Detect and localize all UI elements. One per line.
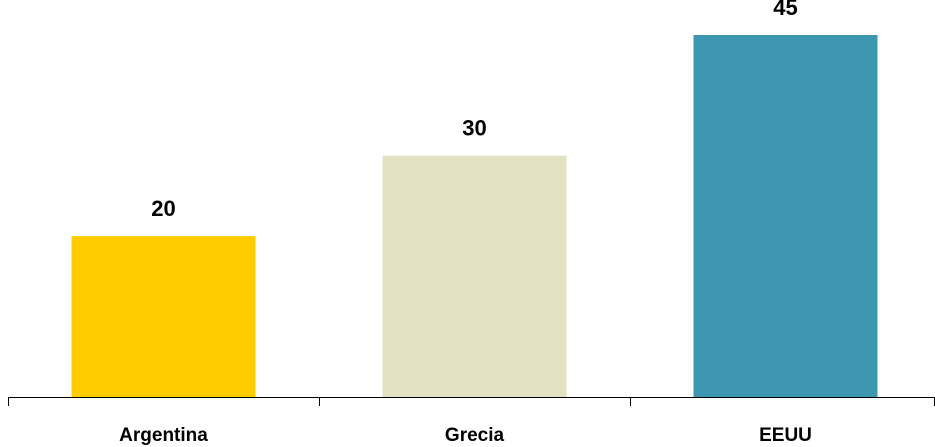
data-labels-layer: 20 30 45 (151, 0, 797, 221)
category-label-grecia: Grecia (445, 425, 505, 446)
bars-layer (71, 35, 878, 397)
data-label-grecia: 30 (462, 116, 486, 141)
bar-grecia (382, 155, 567, 397)
bar-argentina (71, 236, 256, 397)
category-label-argentina: Argentina (119, 425, 208, 446)
bar-eeuu (693, 35, 878, 397)
x-axis (8, 397, 935, 406)
category-labels-layer: Argentina Grecia EEUU (119, 425, 812, 446)
category-label-eeuu: EEUU (759, 425, 812, 446)
data-label-eeuu: 45 (773, 0, 797, 20)
data-label-argentina: 20 (151, 196, 175, 221)
